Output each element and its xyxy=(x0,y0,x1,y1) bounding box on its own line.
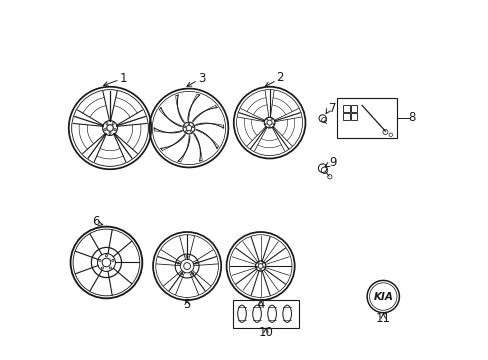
Text: 6: 6 xyxy=(92,215,99,229)
Bar xyxy=(350,105,357,112)
Bar xyxy=(343,113,349,120)
Text: KIA: KIA xyxy=(372,292,392,302)
Text: 8: 8 xyxy=(408,112,415,125)
Text: 4: 4 xyxy=(256,298,264,311)
Text: 5: 5 xyxy=(183,298,190,311)
Text: 1: 1 xyxy=(119,72,127,85)
Bar xyxy=(350,113,357,120)
Text: 10: 10 xyxy=(258,325,273,338)
Bar xyxy=(233,300,298,328)
Text: 11: 11 xyxy=(375,312,390,325)
Bar xyxy=(343,105,349,112)
Text: 3: 3 xyxy=(197,72,205,85)
Text: 7: 7 xyxy=(328,102,336,115)
Bar xyxy=(336,98,396,138)
Text: 2: 2 xyxy=(276,71,284,84)
Text: 9: 9 xyxy=(328,156,336,169)
